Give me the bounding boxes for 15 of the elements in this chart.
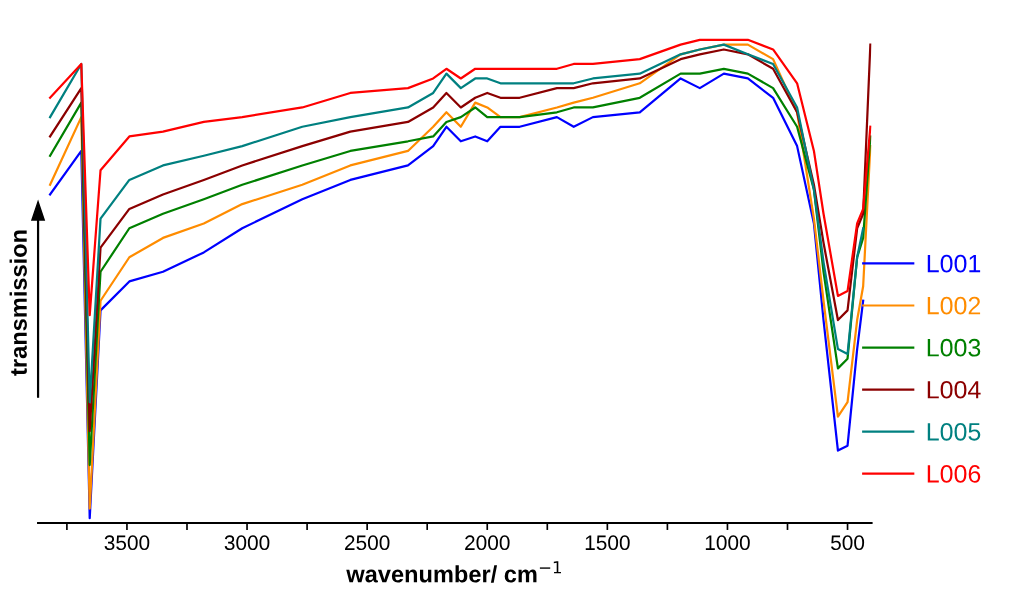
x-tick-label: 500 [831,535,865,551]
legend-label: L006 [927,465,981,483]
x-axis-title: wavenumber/ cm$^{−1}$ [346,561,561,583]
y-axis-title: transmission [9,230,27,376]
legend-label: L001 [927,254,981,273]
legend-label: L002 [927,296,981,315]
x-tick-label: 3500 [104,535,150,551]
legend-label: L005 [927,422,981,441]
x-tick-label: 2000 [465,535,510,551]
x-tick-label: 3000 [224,535,270,551]
legend-label: L004 [927,380,981,399]
x-tick-label: 2500 [345,535,390,551]
x-tick-label: 1500 [585,535,630,551]
x-tick-label: 1000 [705,535,750,551]
legend-label: L003 [927,338,981,357]
